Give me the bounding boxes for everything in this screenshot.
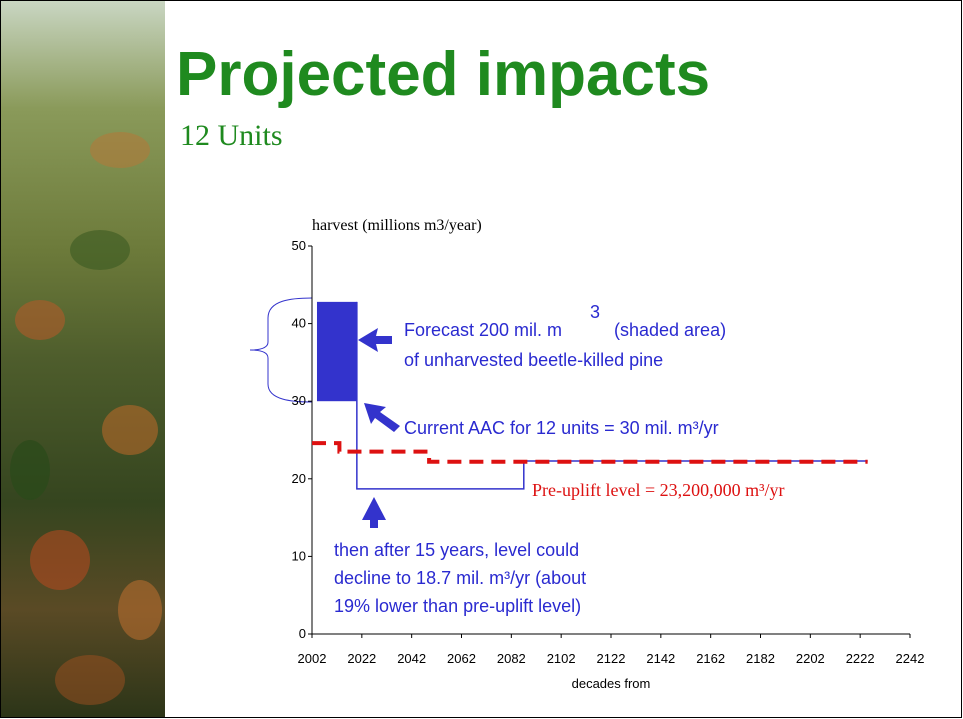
- x-tick-label: 2042: [397, 651, 426, 666]
- annotation: Pre-uplift level = 23,200,000 m³/yr: [532, 480, 785, 500]
- forest-image: [1, 1, 165, 717]
- x-tick-label: 2062: [447, 651, 476, 666]
- x-tick-label: 2022: [347, 651, 376, 666]
- annotation: Current AAC for 12 units = 30 mil. m³/yr: [404, 418, 719, 438]
- x-tick-label: 2242: [896, 651, 925, 666]
- arrow: [362, 497, 386, 528]
- y-tick-label: 10: [292, 548, 306, 563]
- brace: [249, 297, 313, 403]
- x-tick-label: 2202: [796, 651, 825, 666]
- annotation: (shaded area): [614, 320, 726, 340]
- y-tick-label: 50: [292, 238, 306, 253]
- annotation: decline to 18.7 mil. m³/yr (about: [334, 568, 586, 588]
- x-tick-label: 2222: [846, 651, 875, 666]
- annotation: then after 15 years, level could: [334, 540, 579, 560]
- x-tick-label: 2182: [746, 651, 775, 666]
- arrow: [364, 403, 400, 432]
- annotation: of unharvested beetle-killed pine: [404, 350, 663, 370]
- y-axis-label: harvest (millions m3/year): [312, 217, 482, 234]
- y-tick-label: 40: [292, 316, 306, 331]
- shaded-area: [316, 301, 357, 402]
- x-tick-label: 2162: [696, 651, 725, 666]
- x-tick-label: 2142: [646, 651, 675, 666]
- annotation-superscript: 3: [590, 302, 600, 322]
- subtitle: 12 Units: [180, 119, 283, 152]
- y-tick-label: 20: [292, 471, 306, 486]
- series-line: [312, 441, 868, 464]
- y-tick-label: 0: [299, 626, 306, 641]
- annotation: 19% lower than pre-uplift level): [334, 596, 581, 616]
- title: Projected impacts: [176, 40, 710, 109]
- arrow: [358, 328, 392, 352]
- series-line: [356, 301, 868, 490]
- x-tick-label: 2122: [597, 651, 626, 666]
- y-tick-label: 30: [292, 393, 306, 408]
- annotation: Forecast 200 mil. m: [404, 320, 562, 340]
- x-tick-label: 2102: [547, 651, 576, 666]
- x-axis-label: decades from: [572, 676, 651, 691]
- x-tick-label: 2082: [497, 651, 526, 666]
- x-tick-label: 2002: [298, 651, 327, 666]
